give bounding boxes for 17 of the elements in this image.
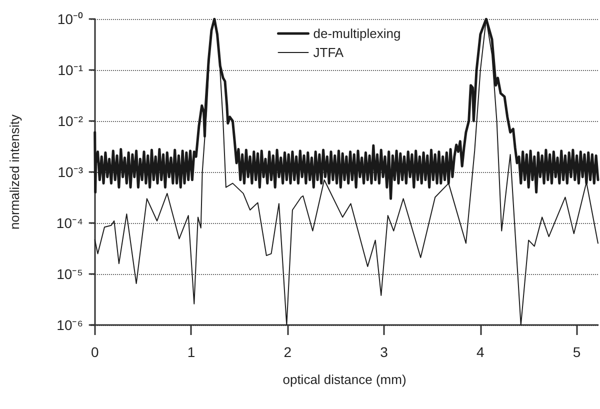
x-tick-label: 3 [380, 344, 388, 360]
y-tick-label: 10⁻² [58, 113, 84, 129]
x-tick-label: 5 [572, 344, 581, 360]
x-tick-label: 2 [284, 344, 292, 360]
y-tick-label: 10⁻⁴ [56, 215, 83, 231]
y-tick-label: 10⁻³ [58, 164, 84, 180]
x-tick-label: 4 [476, 344, 485, 360]
x-axis-title: optical distance (mm) [282, 372, 406, 387]
x-tick-label: 1 [187, 344, 196, 360]
y-tick-label: 10⁻⁵ [56, 266, 83, 282]
legend-label: de-multiplexing [313, 26, 401, 41]
legend-label: JTFA [313, 45, 344, 60]
y-tick-label: 10⁻¹ [58, 62, 84, 78]
y-tick-label: 10⁻⁰ [57, 11, 83, 27]
x-tick-label: 0 [90, 344, 99, 360]
y-axis-title: normalized intensity [7, 114, 22, 230]
y-tick-label: 10⁻⁶ [56, 317, 83, 333]
